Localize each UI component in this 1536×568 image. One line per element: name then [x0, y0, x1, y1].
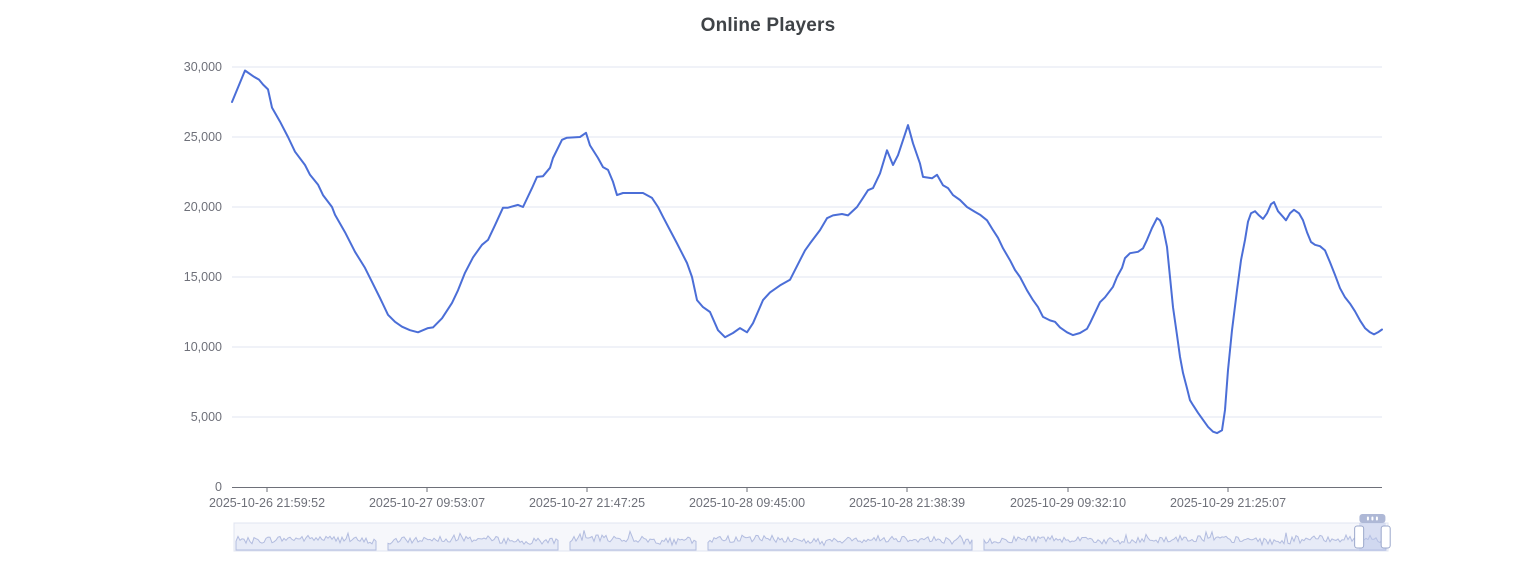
nav-mini-series	[235, 531, 377, 551]
chart-title: Online Players	[700, 15, 836, 36]
zoom-move-handle-grip-icon	[1375, 516, 1378, 521]
x-axis-tick-label: 2025-10-28 21:38:39	[849, 496, 965, 510]
y-axis-tick-label: 10,000	[184, 340, 222, 354]
y-axis-tick-label: 30,000	[184, 60, 222, 74]
zoom-move-handle-grip-icon	[1371, 516, 1374, 521]
series-line[interactable]	[231, 69, 1383, 435]
x-axis-tick-label: 2025-10-29 09:32:10	[1010, 496, 1126, 510]
x-axis-tick-label: 2025-10-26 21:59:52	[209, 496, 325, 510]
y-axis-tick-label: 5,000	[191, 410, 222, 424]
x-axis-tick-label: 2025-10-27 21:47:25	[529, 496, 645, 510]
nav-mini-series	[569, 529, 697, 551]
y-axis-tick-label: 15,000	[184, 270, 222, 284]
nav-mini-series	[983, 530, 1387, 551]
y-axis-tick-label: 20,000	[184, 200, 222, 214]
zoom-move-handle-grip-icon	[1366, 516, 1369, 521]
nav-mini-series	[387, 532, 559, 551]
zoom-handle-right[interactable]	[1380, 525, 1391, 549]
zoom-handle-left[interactable]	[1354, 525, 1365, 549]
x-axis-tick-label: 2025-10-29 21:25:07	[1170, 496, 1286, 510]
x-axis-tick-label: 2025-10-28 09:45:00	[689, 496, 805, 510]
nav-mini-series	[707, 534, 973, 551]
y-axis-tick-label: 25,000	[184, 130, 222, 144]
y-axis-tick-label: 0	[215, 480, 222, 494]
x-axis-tick-label: 2025-10-27 09:53:07	[369, 496, 485, 510]
